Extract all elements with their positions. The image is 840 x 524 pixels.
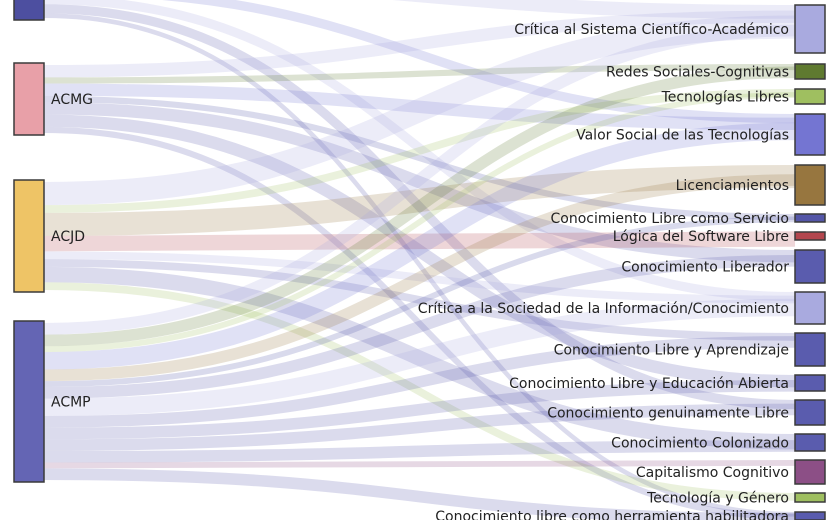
sankey-link-s2-t4 <box>43 164 796 237</box>
sankey-link-s0-t11 <box>43 4 796 410</box>
target-node-t14[interactable] <box>794 492 826 503</box>
sankey-link-s3-t15 <box>43 468 796 524</box>
target-node-t15[interactable] <box>794 511 826 521</box>
target-label-t9: Conocimiento Libre y Aprendizaje <box>554 343 789 359</box>
sankey-link-s1-t0 <box>43 10 796 78</box>
sankey-link-s3-t10 <box>43 379 796 440</box>
sankey-link-s3-t0 <box>43 24 796 335</box>
sankey-link-s3-t7 <box>43 254 796 399</box>
sankey-link-s0-t0 <box>392 0 796 19</box>
target-label-t8: Crítica a la Sociedad de la Información/… <box>418 301 789 317</box>
target-node-t3[interactable] <box>794 113 826 156</box>
target-label-t12: Conocimiento Colonizado <box>611 436 789 452</box>
source-label-s1: ACMG <box>51 92 93 108</box>
sankey-link-s0-t8 <box>43 0 796 302</box>
target-node-t0[interactable] <box>794 4 826 54</box>
target-node-t2[interactable] <box>794 88 826 105</box>
sankey-link-s3-t9 <box>43 336 796 428</box>
target-node-t6[interactable] <box>794 231 826 241</box>
target-label-t1: Redes Sociales-Cognitivas <box>606 65 789 81</box>
sankey-link-s3-t3 <box>43 122 796 370</box>
target-node-t8[interactable] <box>794 291 826 325</box>
source-label-s3: ACMP <box>51 395 91 411</box>
sankey-link-s2-t14 <box>43 282 796 501</box>
target-label-t2: Tecnologías Libres <box>661 90 789 106</box>
source-node-s1[interactable] <box>13 62 45 136</box>
sankey-links <box>43 0 796 524</box>
target-label-t3: Valor Social de las Tecnologías <box>576 128 789 144</box>
sankey-link-s2-t8 <box>43 251 796 304</box>
sankey-link-s3-t11 <box>43 403 796 451</box>
target-node-t7[interactable] <box>794 249 826 284</box>
target-label-t4: Licenciamientos <box>676 178 789 194</box>
target-node-t12[interactable] <box>794 433 826 452</box>
target-label-t10: Conocimiento Libre y Educación Abierta <box>509 376 789 392</box>
sankey-nodes <box>13 0 826 521</box>
sankey-link-s3-t13 <box>43 459 796 469</box>
sankey-link-s2-t6 <box>43 231 796 252</box>
target-node-t13[interactable] <box>794 459 826 485</box>
target-label-t7: Conocimiento Liberador <box>621 260 789 276</box>
sankey-link-s3-t5 <box>43 216 796 387</box>
target-label-t0: Crítica al Sistema Científico-Académico <box>514 22 789 38</box>
target-node-t11[interactable] <box>794 399 826 426</box>
target-node-t4[interactable] <box>794 164 826 206</box>
sankey-link-s1-t10 <box>43 114 796 388</box>
target-node-t1[interactable] <box>794 63 826 80</box>
source-node-s3[interactable] <box>13 320 45 483</box>
sankey-link-s3-t8 <box>43 298 796 417</box>
target-node-t9[interactable] <box>794 332 826 367</box>
source-node-s0[interactable] <box>13 0 45 21</box>
sankey-link-s2-t9 <box>43 259 796 341</box>
sankey-link-s1-t3 <box>43 83 796 131</box>
target-node-t10[interactable] <box>794 374 826 392</box>
sankey-link-s1-t15 <box>43 126 796 521</box>
target-label-t13: Capitalismo Cognitivo <box>636 465 789 481</box>
sankey-link-s3-t1 <box>43 66 796 347</box>
sankey-link-s3-t4 <box>43 174 796 382</box>
target-label-t15: Conocimiento libre como herramienta habi… <box>435 509 789 520</box>
target-node-t5[interactable] <box>794 213 826 223</box>
sankey-link-s2-t2 <box>43 88 796 213</box>
sankey-link-s2-t0 <box>43 15 796 206</box>
target-label-t11: Conocimiento genuinamente Libre <box>547 406 789 422</box>
source-label-s2: ACJD <box>51 229 85 245</box>
sankey-link-s3-t12 <box>43 440 796 463</box>
sankey-link-s0-t15 <box>43 13 796 517</box>
target-label-t6: Lógica del Software Libre <box>613 229 789 245</box>
sankey-link-s1-t7 <box>43 102 796 263</box>
sankey-link-s0-t3 <box>161 0 796 124</box>
target-label-t14: Tecnología y Género <box>646 491 789 507</box>
source-node-s2[interactable] <box>13 179 45 293</box>
sankey-link-s3-t2 <box>43 92 796 353</box>
target-label-t5: Conocimiento Libre como Servicio <box>551 211 789 227</box>
sankey-link-s1-t1 <box>43 63 796 84</box>
sankey-link-s2-t12 <box>43 266 796 450</box>
sankey-link-s1-t5 <box>43 95 796 221</box>
